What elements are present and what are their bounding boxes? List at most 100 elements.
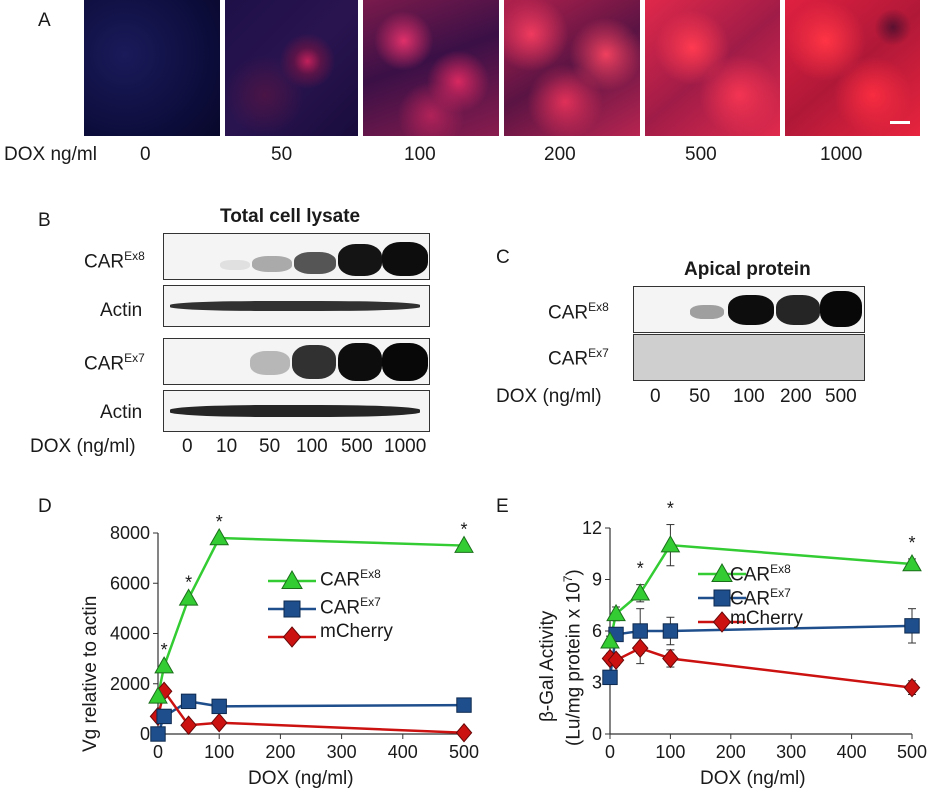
y-tick-label: 12 [582, 518, 602, 538]
data-point [148, 686, 168, 704]
significance-marker: * [185, 572, 192, 592]
chart-e-legend-car-ex8: CAREx8 [730, 562, 791, 586]
data-point [662, 623, 679, 639]
micrograph-100 [363, 0, 499, 136]
x-tick-label: 100 [204, 742, 234, 762]
blot-b-car-ex8 [163, 233, 430, 280]
panel-a-dose-100: 100 [404, 144, 436, 165]
panel-b-row-actin-1: Actin [100, 300, 143, 321]
data-point [180, 715, 197, 735]
panel-b-row-car-ex7: CAREx7 [84, 351, 145, 375]
data-point [902, 554, 922, 572]
data-point [660, 535, 681, 553]
x-tick-label: 0 [153, 742, 163, 762]
chart-e-legend-mcherry: mCherry [730, 608, 803, 629]
data-point [600, 631, 620, 649]
legend-marker [711, 562, 733, 582]
micrograph-50 [225, 0, 358, 136]
panel-b-dose: 1000 [384, 436, 427, 457]
significance-marker: * [460, 520, 467, 540]
panel-b-row-actin-2: Actin [100, 402, 143, 423]
legend-marker [283, 600, 301, 618]
micrograph-200 [504, 0, 640, 136]
significance-marker: * [216, 512, 223, 532]
x-tick-label: 300 [776, 742, 806, 762]
panel-b-dox-label: DOX (ng/ml) [30, 436, 136, 457]
data-point [630, 583, 651, 601]
data-point [209, 528, 230, 546]
x-tick-label: 400 [388, 742, 418, 762]
blot-b-actin-2 [163, 390, 430, 432]
chart-e-ylabel-1: β-Gal Activity [537, 610, 558, 722]
data-point [156, 708, 172, 725]
data-point [211, 698, 227, 715]
micrograph-1000 [785, 0, 920, 136]
panel-b-title: Total cell lysate [220, 206, 361, 227]
panel-c-dose: 100 [733, 386, 765, 407]
y-tick-label: 6000 [110, 573, 150, 593]
data-point [454, 535, 474, 553]
panel-b-dose: 10 [216, 436, 238, 457]
series-line-1 [156, 700, 465, 735]
chart-d-legend-mcherry: mCherry [320, 621, 393, 642]
blot-b-actin-1 [163, 285, 430, 327]
significance-marker: * [908, 533, 915, 553]
blot-b-car-ex7 [163, 338, 430, 385]
data-point [662, 648, 679, 669]
panel-c-title: Apical protein [684, 259, 811, 280]
chart-e-xlabel: DOX (ng/ml) [700, 768, 806, 789]
chart-d-legend-car-ex7: CAREx7 [320, 595, 381, 619]
legend-marker [713, 589, 731, 607]
x-tick-label: 300 [327, 742, 357, 762]
x-tick-label: 500 [449, 742, 479, 762]
scale-bar [890, 121, 910, 124]
data-point [456, 697, 472, 713]
panel-a-dose-1000: 1000 [820, 144, 863, 165]
y-tick-label: 9 [592, 570, 602, 590]
panel-c-dose: 500 [825, 386, 857, 407]
micrograph-500 [645, 0, 780, 136]
data-point [455, 722, 473, 743]
panel-a-dose-200: 200 [544, 144, 576, 165]
data-point [602, 669, 618, 686]
y-tick-label: 3 [592, 673, 602, 693]
panel-a-dox-label: DOX ng/ml [4, 144, 97, 165]
panel-b-row-car-ex8: CAREx8 [84, 249, 145, 273]
chart-e: 0 3 6 9 12 0 100 200 300 400 500 * * * [582, 499, 927, 762]
panel-c-row-car-ex7: CAREx7 [548, 346, 609, 370]
data-point [606, 603, 626, 622]
chart-e-legend-car-ex7: CAREx7 [730, 586, 791, 610]
micrograph-0 [84, 0, 220, 136]
panel-a-dose-500: 500 [685, 144, 717, 165]
panel-b-dose: 0 [182, 436, 193, 457]
panel-c-dose: 50 [689, 386, 711, 407]
significance-marker: * [161, 640, 168, 660]
legend-marker [281, 569, 303, 589]
x-tick-label: 200 [716, 742, 746, 762]
data-point [154, 656, 174, 674]
x-tick-label: 100 [655, 742, 685, 762]
panel-c-dose: 0 [650, 386, 661, 407]
panel-a-dose-0: 0 [140, 144, 151, 165]
data-point [904, 618, 920, 634]
legend-marker [712, 611, 732, 633]
data-point [631, 638, 649, 658]
panel-b-dose: 500 [341, 436, 373, 457]
panel-c-dose: 200 [780, 386, 812, 407]
panel-label-d: D [38, 496, 52, 517]
legend-marker [282, 626, 302, 648]
panel-label-e: E [496, 496, 509, 517]
panel-c-dox-label: DOX (ng/ml) [496, 386, 602, 407]
series-line-2 [609, 646, 913, 689]
chart-d-legend-car-ex8: CAREx8 [320, 567, 381, 591]
data-point [210, 712, 228, 733]
data-point [632, 623, 648, 639]
y-tick-label: 2000 [110, 674, 150, 694]
chart-d-xlabel: DOX (ng/ml) [248, 768, 354, 789]
panel-b-dose: 50 [259, 436, 281, 457]
panel-label-b: B [38, 210, 51, 231]
y-tick-label: 0 [592, 724, 602, 744]
panel-label-a: A [38, 10, 51, 31]
data-point [180, 693, 197, 710]
